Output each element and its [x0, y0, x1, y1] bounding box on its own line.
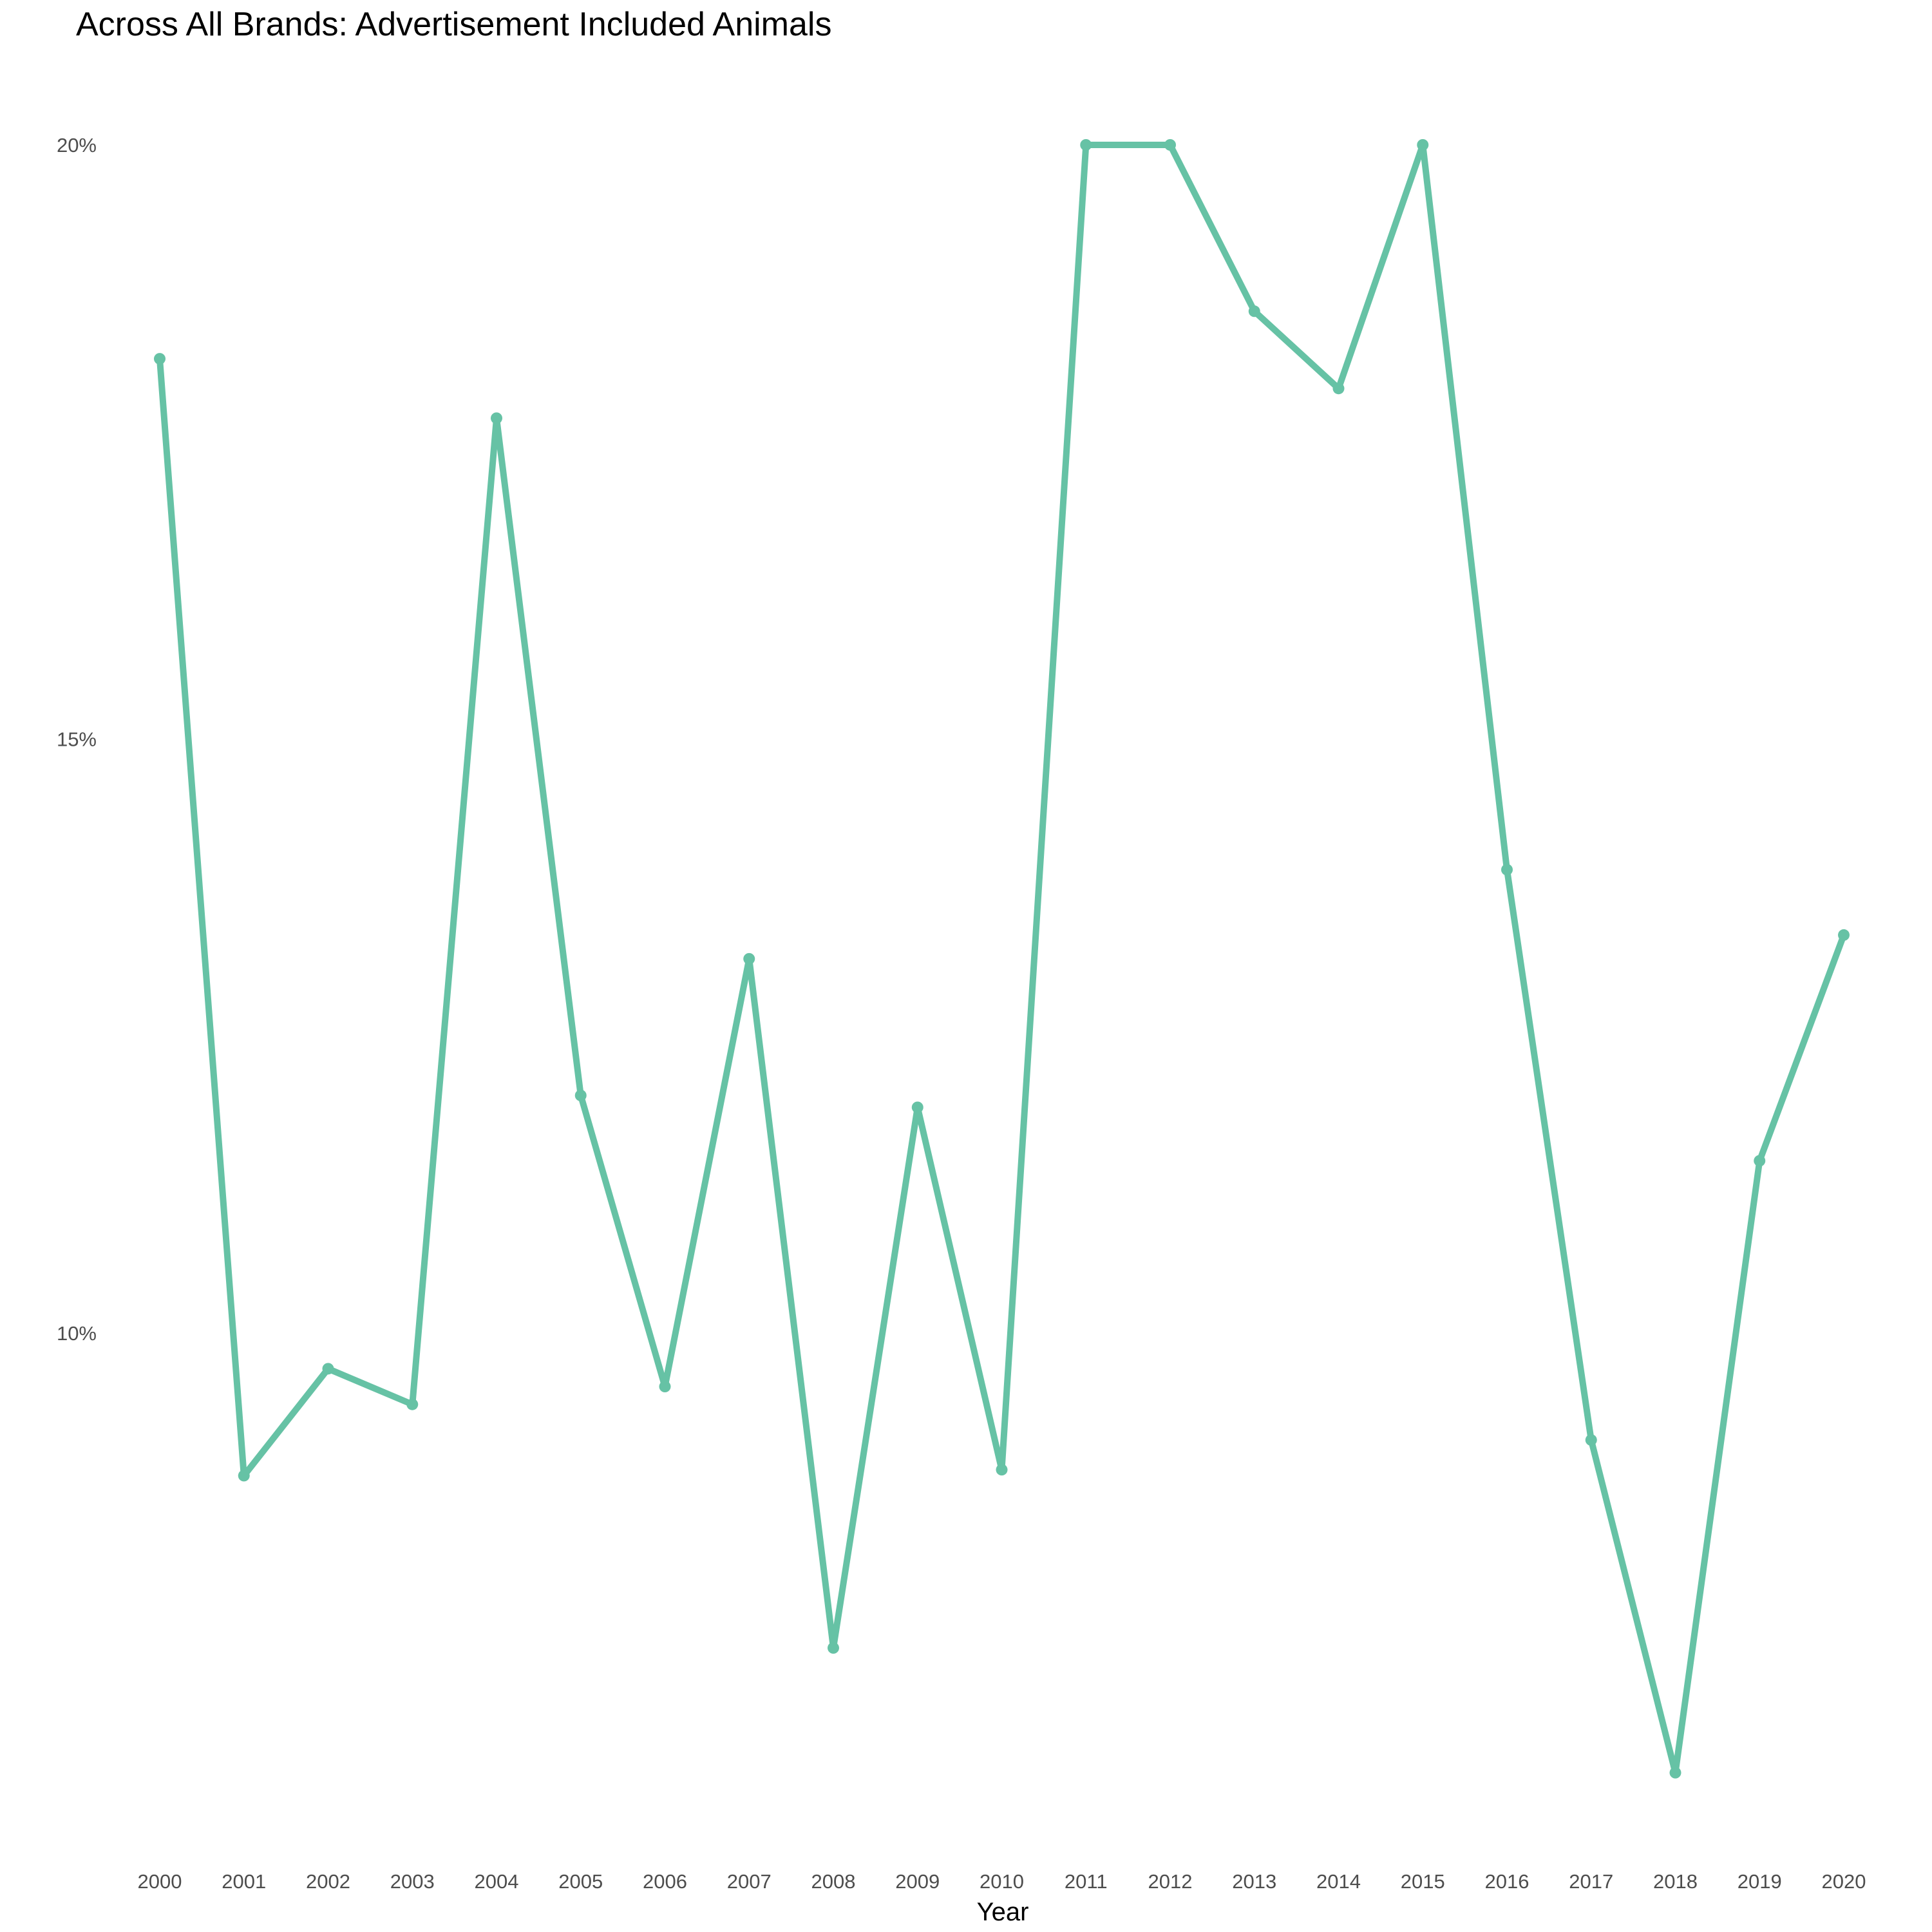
data-point	[659, 1381, 671, 1393]
data-point	[1417, 139, 1429, 151]
x-tick-label: 2009	[895, 1870, 940, 1893]
data-point	[1080, 139, 1092, 151]
data-point	[1164, 139, 1176, 151]
data-point	[491, 412, 502, 424]
x-tick-label: 2010	[980, 1870, 1024, 1893]
x-tick-label: 2013	[1232, 1870, 1276, 1893]
data-point	[1669, 1766, 1681, 1779]
data-point	[238, 1470, 250, 1482]
x-tick-label: 2018	[1653, 1870, 1698, 1893]
data-point	[1585, 1434, 1597, 1446]
x-tick-label: 2004	[475, 1870, 519, 1893]
series-layer	[154, 139, 1850, 1779]
x-tick-label: 2006	[643, 1870, 687, 1893]
data-point	[743, 952, 755, 965]
data-point	[406, 1398, 419, 1410]
x-tick-label: 2017	[1569, 1870, 1613, 1893]
x-axis-title: Year	[977, 1898, 1029, 1926]
data-point	[1501, 864, 1513, 876]
x-tick-label: 2014	[1316, 1870, 1361, 1893]
x-tick-label: 2008	[811, 1870, 856, 1893]
data-point	[322, 1363, 334, 1375]
x-tick-label: 2011	[1065, 1870, 1108, 1893]
x-tick-label: 2019	[1738, 1870, 1782, 1893]
data-point	[996, 1464, 1008, 1476]
series-line	[156, 142, 1847, 1776]
data-point	[828, 1642, 839, 1654]
data-point	[154, 353, 166, 365]
data-point	[1332, 383, 1345, 395]
y-tick-label: 20%	[57, 134, 97, 156]
x-tick-label: 2001	[222, 1870, 266, 1893]
chart-title: Across All Brands: Advertisement Include…	[76, 6, 832, 43]
x-tick-label: 2007	[727, 1870, 772, 1893]
y-tick-label: 10%	[57, 1322, 97, 1345]
x-tick-label: 2020	[1822, 1870, 1866, 1893]
x-tick-label: 2012	[1148, 1870, 1193, 1893]
x-tick-label: 2005	[558, 1870, 603, 1893]
x-tick-label: 2002	[306, 1870, 350, 1893]
data-point	[1838, 929, 1850, 941]
x-tick-label: 2000	[138, 1870, 182, 1893]
x-axis-ticks: 2000 2001 2002 2003 2004 2005 2006 2007 2008 2009…	[138, 1870, 1866, 1893]
x-tick-label: 2016	[1485, 1870, 1530, 1893]
data-point	[1248, 305, 1260, 317]
x-tick-label: 2003	[390, 1870, 435, 1893]
data-point	[574, 1090, 587, 1101]
data-point	[911, 1101, 923, 1113]
y-tick-label: 15%	[57, 728, 97, 751]
x-tick-label: 2015	[1401, 1870, 1445, 1893]
data-point	[1754, 1155, 1766, 1167]
y-axis-ticks: 10% 15% 20%	[57, 134, 97, 1345]
